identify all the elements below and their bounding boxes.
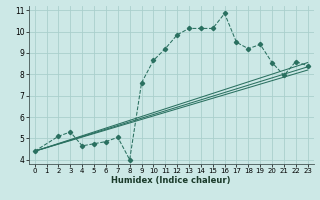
X-axis label: Humidex (Indice chaleur): Humidex (Indice chaleur) <box>111 176 231 185</box>
